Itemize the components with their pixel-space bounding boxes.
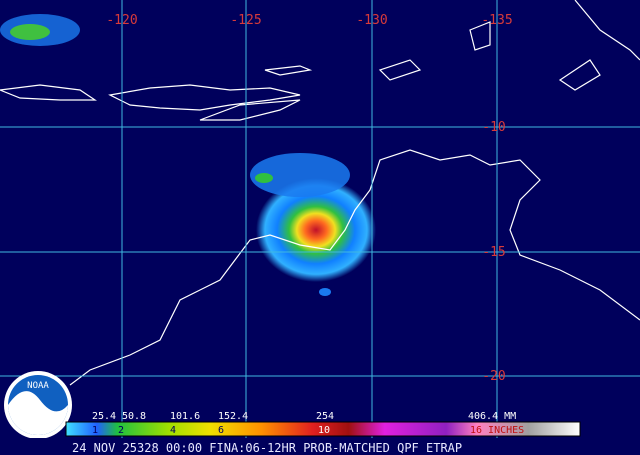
latitude-label: -20: [482, 369, 505, 384]
rain-area: [256, 178, 376, 282]
longitude-label: -120: [106, 13, 137, 28]
longitude-label: -130: [356, 13, 387, 28]
legend-inch-label: 4: [170, 425, 176, 436]
footer-text: 24 NOV 25328 00:00 FINA:06-12HR PROB-MAT…: [72, 441, 462, 455]
legend-inch-label: 2: [118, 425, 124, 436]
latitude-label: -10: [482, 120, 505, 135]
logo-text: NOAA: [27, 381, 49, 391]
legend-mm-label: 50.8: [122, 411, 146, 422]
legend-inch-label: 1: [92, 425, 98, 436]
logo: [8, 391, 68, 435]
rain-area: [250, 153, 350, 197]
legend-mm-label: 101.6: [170, 411, 200, 422]
rain-area: [10, 24, 50, 40]
coastline: [69, 149, 640, 386]
rain-area: [319, 288, 331, 296]
longitude-label: -135: [481, 13, 512, 28]
legend-inch-label: 6: [218, 425, 224, 436]
rain-area: [255, 173, 273, 183]
legend-mm-label: 152.4: [218, 411, 248, 422]
coastline: [0, 0, 640, 121]
colorbar: [65, 421, 581, 437]
legend-mm-label: 406.4 MM: [468, 411, 516, 422]
legend-mm-label: 254: [316, 411, 334, 422]
latitude-label: -15: [482, 245, 505, 260]
legend-inch-label: 10: [318, 425, 330, 436]
footer-band: [0, 438, 640, 455]
legend-inch-label: 16 INCHES: [470, 425, 524, 436]
longitude-label: -125: [230, 13, 261, 28]
legend-mm-label: 25.4: [92, 411, 116, 422]
